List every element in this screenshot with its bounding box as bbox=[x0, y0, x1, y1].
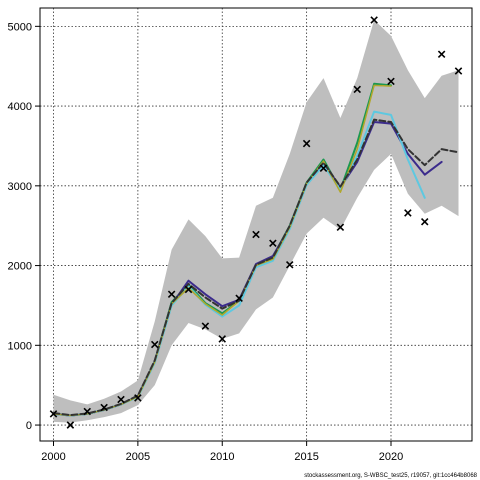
observation-point bbox=[437, 50, 446, 59]
observation-stroke bbox=[404, 209, 412, 217]
observation-stroke bbox=[201, 322, 210, 330]
observation-stroke bbox=[336, 223, 345, 232]
observation-point bbox=[100, 403, 108, 412]
observation-stroke bbox=[319, 164, 328, 173]
observation-stroke bbox=[353, 85, 362, 94]
observation-stroke bbox=[134, 394, 142, 402]
tick-labels: 2000 2005 2010 2015 2020 0 1000 2000 3000 4000 500… bbox=[8, 21, 404, 463]
observation-stroke bbox=[302, 139, 311, 148]
observation-stroke bbox=[150, 340, 159, 349]
observation-points bbox=[49, 16, 463, 429]
confidence-band-area bbox=[53, 19, 459, 423]
observation-point bbox=[269, 239, 277, 248]
series-lines bbox=[52, 82, 460, 417]
observation-stroke bbox=[437, 50, 446, 59]
observation-point bbox=[218, 335, 227, 343]
observation-stroke bbox=[184, 285, 193, 294]
observation-point bbox=[336, 223, 345, 232]
observation-point bbox=[302, 139, 311, 148]
observation-point bbox=[370, 16, 378, 24]
observation-stroke bbox=[269, 239, 277, 248]
observation-stroke bbox=[285, 261, 294, 269]
observation-stroke bbox=[83, 407, 92, 416]
observation-point bbox=[134, 394, 142, 402]
observation-point bbox=[49, 410, 58, 418]
observation-stroke bbox=[235, 294, 243, 303]
y-tick-label: 1000 bbox=[8, 340, 32, 352]
observation-stroke bbox=[454, 67, 463, 75]
observation-point bbox=[201, 322, 210, 330]
footer-note: stockassessment.org, S-WBSC_test25, r190… bbox=[304, 473, 477, 479]
observation-point bbox=[66, 421, 75, 429]
observation-point bbox=[404, 209, 412, 217]
observation-stroke bbox=[252, 230, 260, 239]
grid bbox=[40, 8, 472, 441]
observation-point bbox=[117, 395, 125, 404]
observation-point bbox=[353, 85, 362, 94]
axes bbox=[35, 7, 473, 446]
confidence-band bbox=[53, 19, 459, 423]
observation-stroke bbox=[49, 410, 58, 418]
observation-point bbox=[150, 340, 159, 349]
plot-frame bbox=[39, 7, 473, 442]
y-tick-label: 2000 bbox=[8, 261, 32, 273]
observation-stroke bbox=[370, 16, 378, 24]
x-tick-label: 2005 bbox=[126, 451, 150, 463]
x-tick-label: 2000 bbox=[41, 451, 65, 463]
observation-point bbox=[387, 77, 395, 86]
observation-point bbox=[184, 285, 193, 294]
y-tick-label: 3000 bbox=[8, 181, 32, 193]
observation-stroke bbox=[66, 421, 75, 429]
x-tick-label: 2015 bbox=[294, 451, 318, 463]
y-tick-label: 4000 bbox=[8, 101, 32, 113]
observation-point bbox=[252, 230, 260, 239]
observation-stroke bbox=[167, 290, 176, 299]
y-tick-label: 0 bbox=[26, 420, 32, 432]
x-tick-label: 2020 bbox=[379, 451, 403, 463]
observation-point bbox=[285, 261, 294, 269]
observation-stroke bbox=[117, 395, 125, 404]
observation-point bbox=[83, 407, 92, 416]
observation-stroke bbox=[100, 403, 108, 412]
observation-point bbox=[167, 290, 176, 299]
observation-point bbox=[420, 217, 429, 226]
observation-stroke bbox=[420, 217, 429, 226]
observation-point bbox=[454, 67, 463, 75]
y-tick-label: 5000 bbox=[8, 21, 32, 33]
series-line-4 bbox=[52, 118, 460, 417]
x-tick-label: 2010 bbox=[210, 451, 234, 463]
observation-stroke bbox=[387, 77, 395, 86]
observation-stroke bbox=[218, 335, 227, 343]
observation-point bbox=[319, 164, 328, 173]
observation-point bbox=[235, 294, 243, 303]
